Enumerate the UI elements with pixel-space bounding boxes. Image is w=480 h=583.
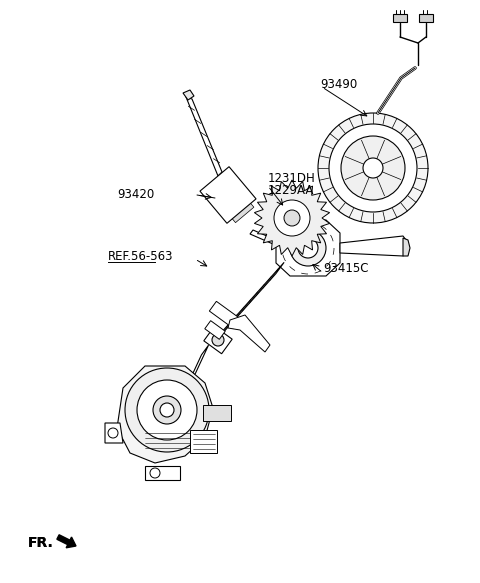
Circle shape [329, 124, 417, 212]
Text: 93415C: 93415C [323, 262, 369, 275]
Polygon shape [250, 230, 276, 244]
Bar [204, 326, 232, 354]
Bar [200, 167, 256, 223]
Circle shape [150, 468, 160, 478]
Circle shape [363, 158, 383, 178]
Polygon shape [145, 466, 180, 480]
Polygon shape [190, 430, 217, 453]
Circle shape [137, 380, 197, 440]
Polygon shape [186, 97, 222, 176]
Text: 1229AA: 1229AA [268, 184, 314, 198]
Circle shape [298, 238, 318, 258]
Circle shape [160, 403, 174, 417]
Circle shape [284, 210, 300, 226]
FancyArrow shape [57, 535, 76, 548]
Bar [393, 14, 407, 22]
Text: REF.56-563: REF.56-563 [108, 251, 173, 264]
Circle shape [108, 428, 118, 438]
Polygon shape [189, 345, 208, 383]
Polygon shape [105, 423, 123, 443]
Polygon shape [117, 366, 213, 463]
Circle shape [290, 230, 326, 266]
Text: 1231DH: 1231DH [268, 171, 316, 184]
Polygon shape [183, 90, 194, 100]
Circle shape [318, 113, 428, 223]
Bar [209, 301, 240, 329]
Bar [205, 321, 225, 339]
Bar [229, 199, 254, 223]
Text: 93490: 93490 [320, 79, 357, 92]
Polygon shape [276, 220, 340, 276]
Circle shape [341, 136, 405, 200]
Polygon shape [340, 236, 406, 256]
Bar [209, 189, 232, 212]
Text: 93420: 93420 [118, 188, 155, 202]
Circle shape [153, 396, 181, 424]
Circle shape [125, 368, 209, 452]
Polygon shape [254, 180, 330, 256]
Polygon shape [403, 238, 410, 256]
Bar [223, 177, 245, 200]
Text: FR.: FR. [28, 536, 54, 550]
Circle shape [212, 334, 224, 346]
Text: FR.: FR. [28, 536, 54, 550]
Polygon shape [228, 315, 270, 352]
Circle shape [274, 200, 310, 236]
Polygon shape [216, 262, 284, 340]
Bar [203, 405, 231, 421]
Bar [419, 14, 433, 22]
